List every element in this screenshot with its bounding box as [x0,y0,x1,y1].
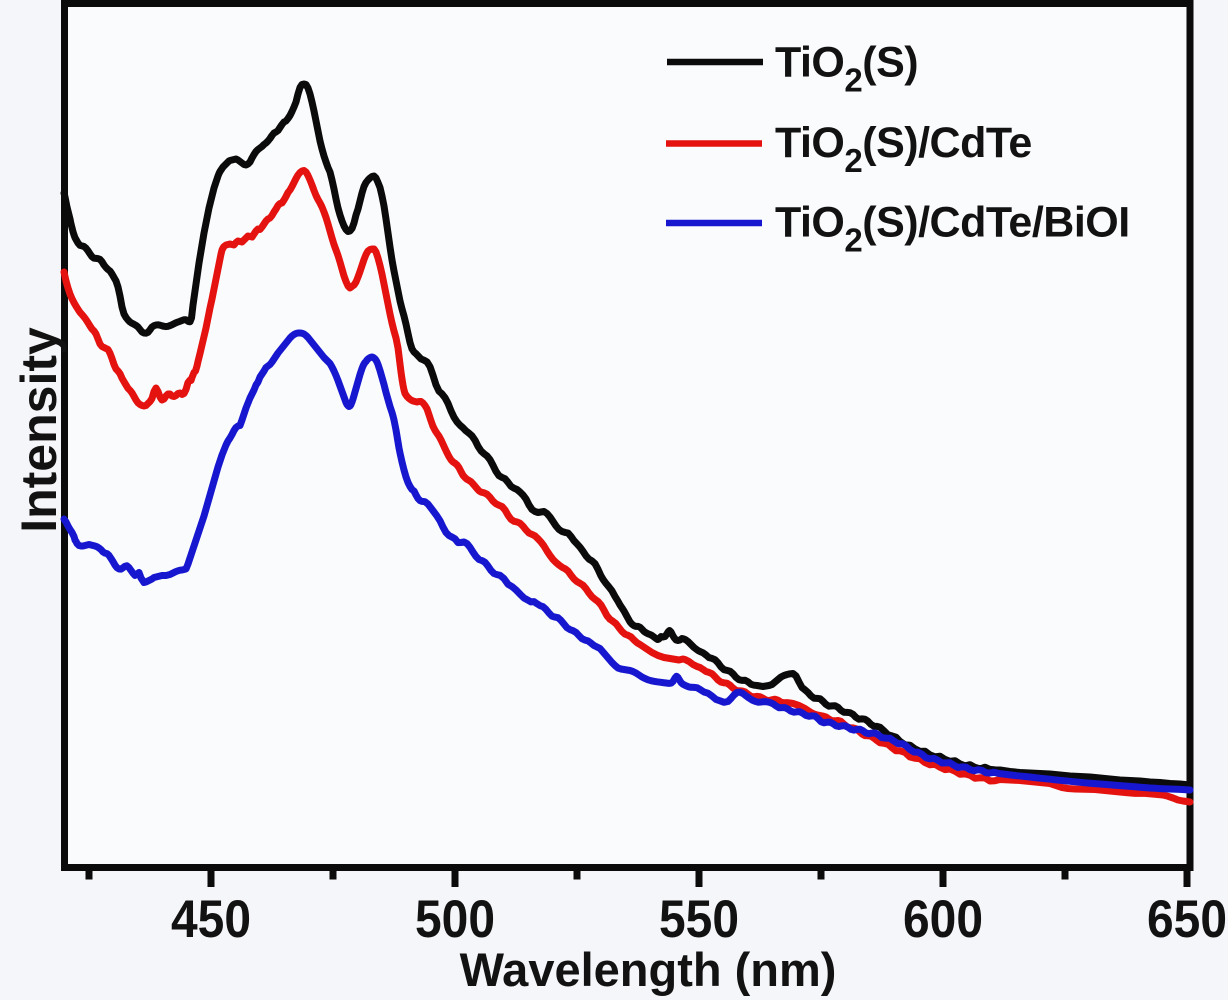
svg-text:Intensity: Intensity [11,327,67,533]
svg-text:550: 550 [659,890,739,949]
svg-text:Wavelength (nm): Wavelength (nm) [460,943,837,996]
svg-text:650: 650 [1147,890,1227,949]
svg-text:500: 500 [415,890,495,949]
svg-text:450: 450 [171,890,251,949]
svg-text:600: 600 [903,890,983,949]
